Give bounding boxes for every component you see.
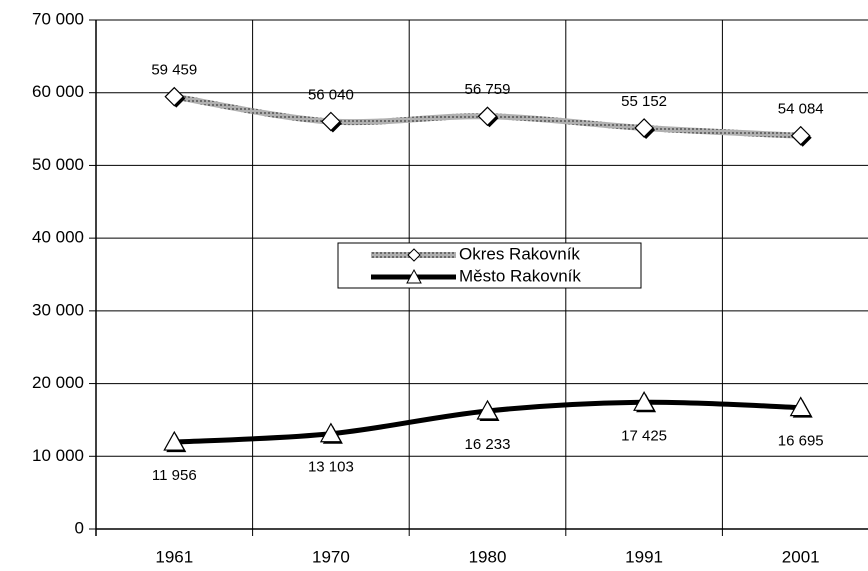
legend-box bbox=[337, 242, 642, 289]
data-label: 11 956 bbox=[152, 467, 197, 484]
legend-marker bbox=[407, 248, 421, 262]
marker-face bbox=[321, 111, 341, 132]
y-tick-label: 70 000 bbox=[32, 9, 84, 28]
data-label: 16 233 bbox=[465, 436, 511, 453]
y-tick-label: 20 000 bbox=[32, 373, 84, 392]
legend-label: Okres Rakovník bbox=[459, 244, 580, 263]
x-tick-label: 1970 bbox=[312, 547, 350, 566]
marker-face bbox=[319, 422, 342, 443]
diamond-marker bbox=[164, 86, 186, 108]
marker-face bbox=[477, 106, 498, 127]
data-label: 16 695 bbox=[778, 433, 824, 450]
marker-face bbox=[790, 125, 811, 146]
data-label: 59 459 bbox=[151, 62, 197, 79]
y-tick-label: 0 bbox=[75, 518, 84, 537]
y-tick-label: 30 000 bbox=[32, 300, 84, 319]
data-label: 56 040 bbox=[308, 86, 354, 103]
y-tick-label: 40 000 bbox=[32, 228, 84, 247]
x-tick-label: 1961 bbox=[155, 547, 193, 566]
data-label: 17 425 bbox=[621, 427, 667, 444]
y-tick-label: 50 000 bbox=[32, 155, 84, 174]
triangle-marker bbox=[789, 396, 813, 418]
x-tick-label: 1980 bbox=[469, 547, 507, 566]
triangle-marker bbox=[476, 399, 500, 421]
triangle-marker bbox=[163, 430, 187, 453]
triangle-marker bbox=[633, 391, 657, 413]
legend-triangle bbox=[406, 268, 422, 284]
data-label: 54 084 bbox=[778, 101, 824, 118]
legend-label: Město Rakovník bbox=[459, 266, 581, 285]
marker-face bbox=[634, 118, 654, 138]
diamond-marker bbox=[321, 111, 342, 133]
diamond-marker bbox=[790, 125, 812, 147]
x-tick-label: 2001 bbox=[782, 547, 820, 566]
marker-face bbox=[789, 396, 812, 417]
marker-face bbox=[164, 86, 185, 107]
triangle-marker bbox=[319, 422, 343, 444]
data-label: 56 759 bbox=[465, 81, 511, 98]
x-tick-label: 1991 bbox=[625, 547, 663, 566]
y-tick-label: 10 000 bbox=[32, 446, 84, 465]
data-label: 55 152 bbox=[621, 93, 667, 110]
marker-face bbox=[633, 391, 656, 411]
y-tick-label: 60 000 bbox=[32, 82, 84, 101]
marker-face bbox=[163, 430, 186, 451]
data-label: 13 103 bbox=[308, 459, 354, 476]
legend-diamond bbox=[407, 248, 421, 262]
diamond-marker bbox=[477, 106, 499, 128]
marker-face bbox=[476, 399, 499, 420]
legend-marker bbox=[406, 268, 422, 284]
diamond-marker bbox=[634, 118, 656, 139]
